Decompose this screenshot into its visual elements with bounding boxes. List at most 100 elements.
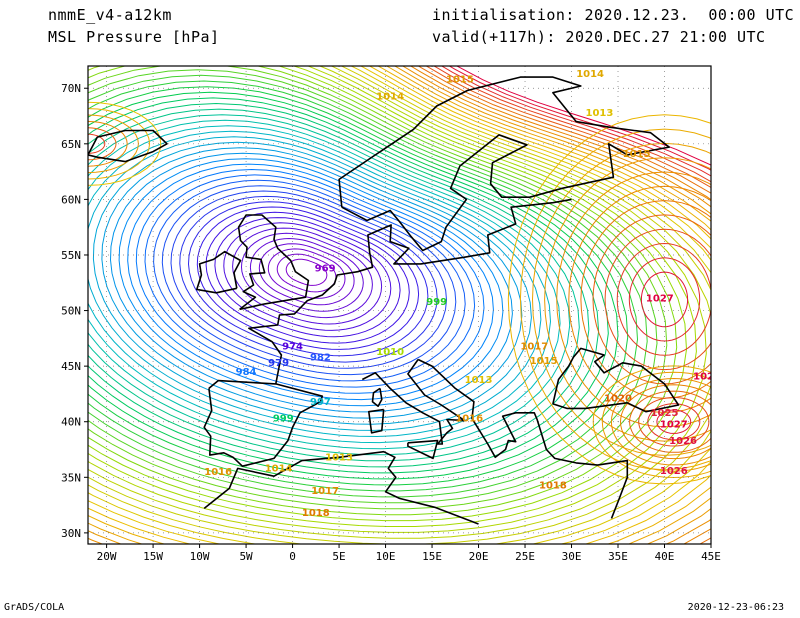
lat-tick-label: 50N	[61, 305, 81, 318]
isobar-line	[88, 101, 162, 186]
isobar-line	[88, 66, 688, 522]
coastline-segment	[371, 387, 383, 407]
lon-tick-label: 25E	[515, 550, 535, 563]
isobar-line	[88, 66, 678, 516]
isobar-line	[629, 390, 711, 453]
isobar-line	[88, 130, 552, 438]
model-name: nmmE_v4-a12km	[48, 6, 172, 24]
lon-tick-label: 0	[289, 550, 296, 563]
coastline-segment	[552, 347, 680, 413]
isobar-labels: 969 974 979 982 984 997 999 999 1010 1013 1013 1014…	[204, 69, 714, 519]
isobar-label: 1013	[585, 108, 613, 119]
isobar-label: 999	[426, 297, 447, 308]
isobar-line	[592, 214, 711, 385]
isobar-label: 1016	[204, 467, 232, 478]
isobar-line	[88, 114, 139, 174]
lon-tick-label: 20W	[97, 550, 117, 563]
lon-tick-label: 20E	[469, 550, 489, 563]
lat-tick-label: 45N	[61, 360, 81, 373]
isobar-label: 1017	[311, 486, 339, 497]
isobar-label: 1013	[325, 453, 353, 464]
isobar-line	[88, 66, 697, 527]
isobar-line	[88, 66, 711, 544]
lon-tick-label: 30E	[562, 550, 582, 563]
valid-time: valid(+117h): 2020.DEC.27 21:00 UTC	[432, 28, 766, 46]
isobar-line	[88, 114, 580, 456]
isobar-line	[88, 66, 711, 544]
isobar-label: 997	[310, 397, 331, 408]
isobar-line	[628, 257, 701, 342]
isobar-line	[604, 228, 711, 371]
plot-timestamp: 2020-12-23-06:23	[687, 602, 784, 613]
isobar-label: 1027	[646, 294, 674, 305]
isobar-label: 102	[693, 371, 714, 382]
isobar-label: 1015	[530, 356, 558, 367]
coastline-segment	[248, 198, 572, 385]
lat-tick-label: 35N	[61, 471, 81, 484]
coastline-segment	[368, 408, 385, 434]
isobar-line	[101, 147, 523, 419]
isobar-line	[88, 74, 648, 498]
isobar-label: 1015	[623, 149, 651, 160]
isobar-line	[519, 128, 711, 471]
lon-tick-label: 5W	[239, 550, 253, 563]
isobar-line	[214, 217, 401, 338]
isobar-label: 969	[315, 264, 336, 275]
isobar-line	[619, 384, 711, 460]
lat-tick-label: 60N	[61, 193, 81, 206]
coastline-segment	[203, 450, 479, 525]
isobar-line	[92, 141, 532, 425]
lat-tick-label: 40N	[61, 416, 81, 429]
isobar-label: 1014	[265, 464, 293, 475]
isobar-line	[568, 185, 711, 414]
lon-tick-label: 5E	[332, 550, 345, 563]
isobar-line	[88, 66, 711, 539]
isobar-line	[88, 66, 707, 533]
coastline-segment	[88, 129, 168, 163]
isobar-label: 1026	[660, 466, 688, 477]
isobar-line	[135, 168, 485, 394]
isobar-line	[88, 108, 151, 180]
lon-tick-label: 10E	[376, 550, 396, 563]
isobar-line	[88, 102, 600, 468]
isobar-line	[88, 119, 571, 450]
isobar-line	[240, 232, 373, 319]
isobar-line	[285, 258, 328, 286]
isobar-label: 1014	[576, 69, 604, 80]
isobar-label: 1027	[660, 419, 688, 430]
isobar-line	[88, 120, 128, 167]
isobar-line	[205, 211, 410, 344]
isobar-label: 1010	[376, 347, 404, 358]
isobar-label: 999	[273, 414, 294, 425]
isobar-line	[616, 242, 711, 356]
isobar-line	[118, 158, 504, 407]
isobar-line	[127, 163, 494, 401]
isobar-label: 1014	[376, 91, 404, 102]
isobar-label: 1015	[446, 75, 474, 86]
coastline-segment	[407, 439, 439, 460]
isobar-line	[610, 377, 711, 466]
isobar-line	[267, 248, 346, 299]
lon-tick-label: 10W	[190, 550, 210, 563]
isobar-line	[258, 243, 355, 306]
isobar-label: 1016	[455, 414, 483, 425]
isobar-label: 979	[268, 358, 289, 369]
isobar-line	[88, 97, 609, 474]
isobar-line	[88, 66, 668, 510]
isobar-line	[601, 371, 711, 472]
isobar-line	[556, 171, 711, 428]
isobar-line	[88, 66, 711, 544]
isobar-label: 1017	[520, 341, 548, 352]
isobar-line	[88, 133, 106, 154]
initialisation-time: initialisation: 2020.12.23. 00:00 UTC	[432, 6, 795, 24]
isobar-line	[170, 190, 448, 369]
field-name: MSL Pressure [hPa]	[48, 28, 220, 46]
plot-frame	[87, 65, 712, 545]
isobar-line	[88, 69, 658, 504]
isobar-label: 1025	[651, 408, 679, 419]
lon-tick-label: 40E	[655, 550, 675, 563]
